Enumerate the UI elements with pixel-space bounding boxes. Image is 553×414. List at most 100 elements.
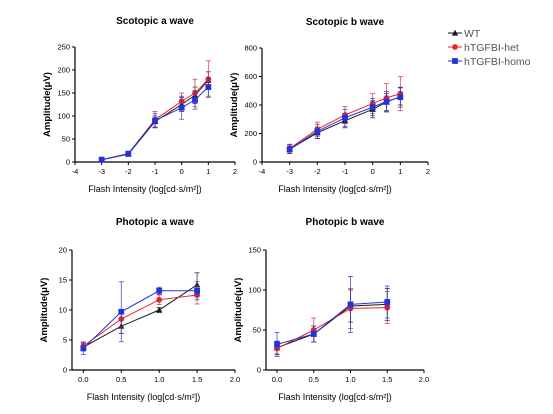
x-tick-label: 2 (426, 167, 430, 176)
y-tick-label: 100 (57, 112, 70, 121)
marker-htgfbi-homo-2 (347, 301, 354, 308)
marker-htgfbi-homo-1 (310, 331, 317, 337)
y-tick-label: 800 (244, 44, 257, 53)
chart-title: Photopic b wave (306, 217, 385, 228)
marker-htgfbi-homo-2 (342, 114, 348, 121)
marker-htgfbi-homo-4 (383, 98, 390, 105)
x-tick-label: 2.0 (230, 375, 240, 384)
x-tick-label: -3 (98, 167, 105, 176)
x-tick-label: 1.5 (382, 375, 392, 384)
y-tick-label: 5 (63, 336, 67, 345)
x-axis-label: Flash Intensity (log[cd·s/m²]) (278, 392, 392, 402)
x-tick-label: -2 (314, 167, 321, 176)
x-tick-label: 1.0 (154, 375, 164, 384)
series-line-wt (276, 303, 388, 349)
y-tick-label: 150 (248, 246, 261, 255)
marker-htgfbi-homo-0 (98, 156, 105, 163)
y-tick-label: 50 (62, 135, 70, 144)
marker-legend-wt-0 (451, 29, 459, 36)
x-tick-label: 0.0 (78, 375, 88, 384)
x-tick-label: 2.0 (419, 375, 429, 384)
legend-label-wt: WT (464, 28, 481, 40)
series-htgfbi-homo (80, 281, 200, 355)
x-tick-label: -4 (259, 167, 266, 176)
series-line-htgfbi-het (83, 294, 198, 347)
y-axis-label: Amplitude(μV) (229, 73, 240, 138)
legend-label-htgfbi-homo: hTGFBI-homo (464, 56, 531, 68)
x-axis-label: Flash Intensity (log[cd·s/m²]) (278, 184, 392, 194)
marker-htgfbi-homo-5 (205, 84, 212, 90)
x-tick-label: -2 (125, 167, 132, 176)
marker-htgfbi-homo-3 (194, 287, 200, 294)
x-tick-label: 1 (206, 167, 210, 176)
chart-panel-2: Scotopic b wave 0 200 400 600 800 -4 -3 -2 -1 0 1 2 A… (229, 17, 430, 194)
y-tick-label: 150 (57, 89, 70, 98)
y-tick-label: 0 (257, 366, 261, 375)
series-wt (273, 287, 391, 355)
marker-htgfbi-homo-4 (192, 97, 198, 103)
x-tick-label: 2 (233, 167, 237, 176)
y-axis-label: Amplitude(μV) (42, 72, 53, 137)
series-line-htgfbi-het (276, 307, 388, 349)
marker-legend-htgfbi-homo-0 (452, 58, 458, 64)
y-axis-label: Amplitude(μV) (39, 278, 50, 343)
marker-htgfbi-homo-3 (384, 299, 391, 305)
y-tick-label: 10 (59, 306, 67, 315)
y-tick-label: 0 (253, 158, 257, 167)
y-tick-label: 400 (244, 101, 257, 110)
y-tick-label: 50 (253, 326, 261, 335)
x-tick-label: 1 (398, 167, 402, 176)
y-tick-label: 15 (59, 276, 67, 285)
marker-htgfbi-homo-0 (286, 146, 293, 153)
x-tick-label: 0.5 (309, 375, 319, 384)
y-tick-label: 20 (59, 246, 67, 255)
marker-htgfbi-homo-5 (397, 94, 404, 101)
series-line-htgfbi-homo (83, 290, 198, 349)
legend-label-htgfbi-het: hTGFBI-het (464, 42, 519, 54)
x-axis-label: Flash Intensity (log[cd·s/m²]) (87, 392, 201, 402)
y-tick-label: 200 (244, 129, 257, 138)
x-tick-label: 0.0 (272, 375, 282, 384)
x-tick-label: -1 (342, 167, 349, 176)
series-htgfbi-homo (286, 86, 404, 154)
chart-panel-1: Scotopic a wave 0 50 100 150 200 250 -4 -3 -2 -1 0 1… (42, 16, 237, 194)
marker-wt-2 (155, 306, 163, 313)
marker-htgfbi-homo-0 (274, 341, 280, 348)
series-wt (80, 272, 201, 352)
chart-title: Scotopic a wave (116, 16, 194, 27)
x-tick-label: 0 (180, 167, 184, 176)
legend: WT hTGFBI-het hTGFBI-homo (448, 28, 531, 68)
marker-htgfbi-homo-2 (152, 117, 158, 124)
x-axis-label: Flash Intensity (log[cd·s/m²]) (88, 184, 202, 194)
series-htgfbi-het (98, 60, 212, 163)
x-tick-label: -1 (152, 167, 159, 176)
x-tick-label: 0 (371, 167, 375, 176)
series-htgfbi-homo (98, 77, 212, 163)
x-tick-label: 0.5 (116, 375, 126, 384)
marker-htgfbi-homo-3 (369, 104, 376, 111)
y-tick-label: 200 (57, 66, 70, 75)
series-htgfbi-homo (274, 275, 391, 357)
marker-htgfbi-het-2 (156, 296, 163, 303)
y-tick-label: 0 (66, 158, 70, 167)
x-tick-label: 1.0 (345, 375, 355, 384)
x-tick-label: -4 (72, 167, 79, 176)
y-axis-label: Amplitude(μV) (233, 278, 244, 343)
marker-htgfbi-homo-0 (80, 345, 87, 352)
series-htgfbi-het (274, 287, 391, 356)
marker-htgfbi-homo-1 (125, 150, 132, 157)
y-tick-label: 250 (57, 43, 70, 52)
marker-htgfbi-homo-1 (314, 128, 321, 135)
chart-panel-4: Photopic b wave 0 50 100 150 0.0 0.5 1.0 1.5 2.0 A… (233, 217, 429, 402)
marker-htgfbi-homo-2 (156, 287, 163, 294)
series-line-wt (83, 284, 198, 348)
marker-htgfbi-homo-1 (118, 308, 125, 315)
series-line-htgfbi-homo (276, 301, 388, 345)
marker-htgfbi-homo-3 (178, 104, 185, 111)
marker-legend-htgfbi-het-0 (452, 44, 458, 50)
chart-title: Scotopic b wave (306, 17, 385, 28)
y-tick-label: 0 (63, 366, 67, 375)
chart-panel-3: Photopic a wave 0 5 10 15 20 0.0 0.5 1.0 1.5 2.0 Am… (39, 217, 240, 402)
y-tick-label: 600 (244, 72, 257, 81)
